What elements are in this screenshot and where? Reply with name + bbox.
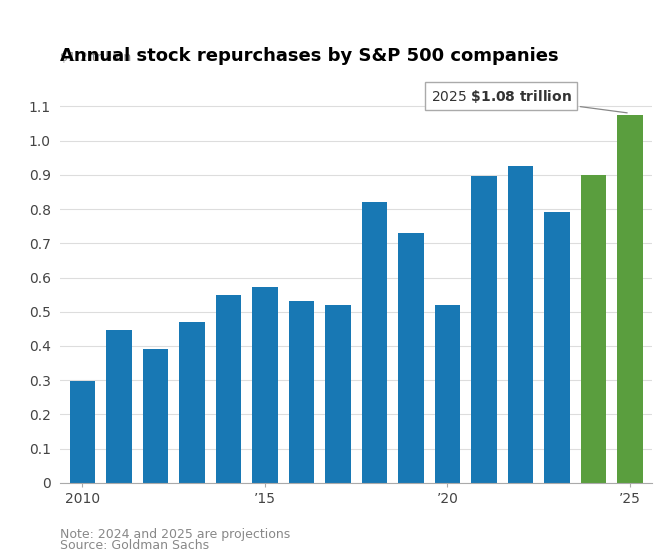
Text: Source: Goldman Sachs: Source: Goldman Sachs	[60, 539, 210, 552]
Bar	[106, 330, 132, 483]
Bar	[507, 165, 533, 483]
Bar	[289, 301, 314, 483]
Bar	[581, 175, 606, 483]
Bar	[216, 295, 241, 483]
Bar	[252, 287, 278, 483]
Text: Annual stock repurchases by S&P 500 companies: Annual stock repurchases by S&P 500 comp…	[60, 47, 559, 65]
Text: Note: 2024 and 2025 are projections: Note: 2024 and 2025 are projections	[60, 528, 291, 541]
Bar	[617, 115, 642, 483]
Bar	[435, 305, 460, 483]
Bar	[70, 381, 95, 483]
Text: $1.2 trillion: $1.2 trillion	[60, 51, 132, 64]
Bar	[398, 233, 423, 483]
Bar	[142, 350, 168, 483]
Bar	[471, 175, 497, 483]
Text: 2025 $\bf{\$1.08\ trillion}$: 2025 $\bf{\$1.08\ trillion}$	[431, 88, 627, 113]
Bar	[325, 305, 351, 483]
Bar	[179, 322, 205, 483]
Bar	[544, 213, 570, 483]
Bar	[362, 202, 387, 483]
